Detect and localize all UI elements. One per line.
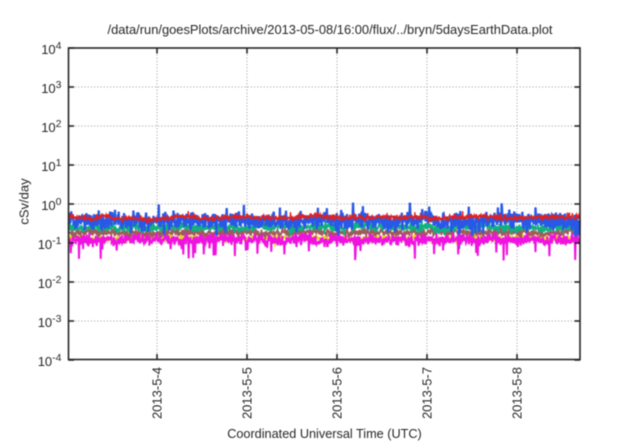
svg-text:2013-5-6: 2013-5-6	[330, 367, 345, 419]
svg-text:Coordinated Universal Time (UT: Coordinated Universal Time (UTC)	[227, 427, 422, 441]
svg-text:2013-5-8: 2013-5-8	[510, 367, 525, 419]
svg-text:cSv/day: cSv/day	[17, 178, 32, 225]
svg-text:2013-5-4: 2013-5-4	[150, 367, 165, 419]
svg-text:/data/run/goesPlots/archive/20: /data/run/goesPlots/archive/2013-05-08/1…	[108, 22, 553, 37]
svg-text:2013-5-5: 2013-5-5	[240, 367, 255, 419]
svg-text:2013-5-7: 2013-5-7	[420, 367, 435, 419]
